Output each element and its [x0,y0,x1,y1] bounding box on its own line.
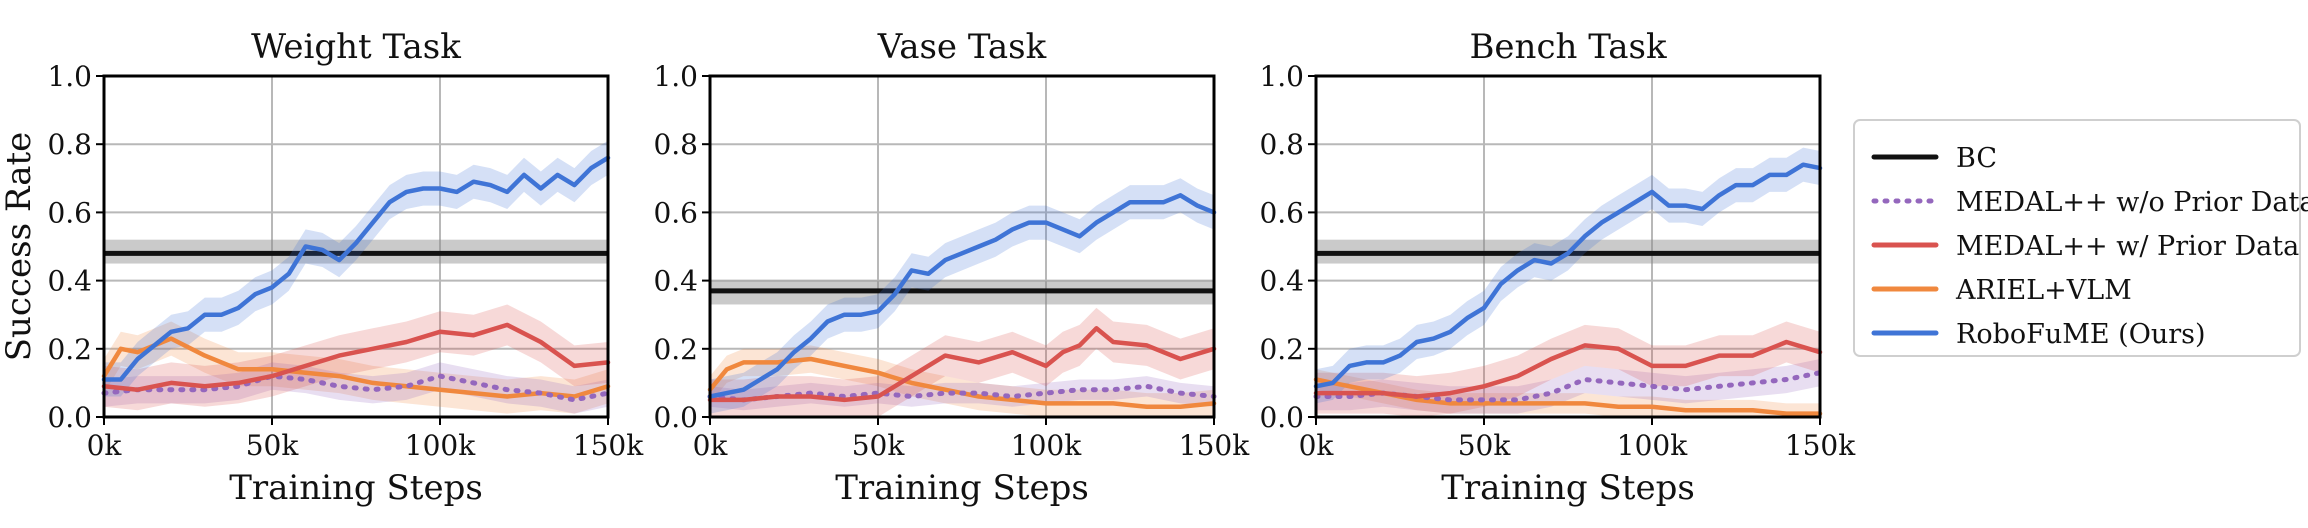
y-tick-label: 0.4 [47,265,92,298]
x-axis-label: Training Steps [1441,468,1695,508]
legend-item-medal-w-prior-data: MEDAL++ w/ Prior Data [1871,231,2299,262]
x-tick-label: 0k [693,429,729,462]
axes-frame [1314,74,1822,419]
y-tick-label: 0.4 [653,265,698,298]
x-tick-label: 0k [1299,429,1335,462]
legend: BC MEDAL++ w/o Prior Data MEDAL++ w/ Prior… [1853,119,2308,357]
y-tick-label: 0.8 [1259,128,1304,161]
x-axis-label: Training Steps [835,468,1089,508]
chart-bench-task: 0.0 0.2 0.4 0.6 0.8 1.0 0k 50k 100k 150k Bench Tas… [1259,27,1856,508]
series-band-robofume-ours [104,140,608,397]
y-tick-label: 1.0 [653,60,698,93]
axes-frame [102,74,610,419]
series-line-ariel-vlm [1313,377,1823,416]
y-tick-label: 0.6 [653,196,698,229]
y-tick-label: 0.0 [1259,401,1304,434]
x-tick-label: 50k [246,429,300,462]
series-line-medal-w-o-prior-data [1313,370,1823,403]
x-tick-label: 150k [1785,429,1856,462]
chart-title: Bench Task [1469,27,1667,67]
series-band-robofume-ours [710,178,1214,414]
y-tick-label: 0.2 [47,333,92,366]
x-tick-label: 50k [852,429,906,462]
x-tick-label: 100k [1617,429,1688,462]
y-tick-label: 0.2 [1259,333,1304,366]
series-line-robofume-ours [101,155,611,382]
x-tick-label: 0k [87,429,123,462]
series-line-medal-w-prior-data [707,326,1217,403]
y-tick-label: 0.8 [653,128,698,161]
series-line-robofume-ours [1313,162,1823,389]
chart-panels: 0.0 0.2 0.4 0.6 0.8 1.0 0k 50k 100k 150k Weight Ta… [0,27,1856,508]
y-tick-label: 0.6 [47,196,92,229]
legend-item-medal-w-o-prior-data: MEDAL++ w/o Prior Data [1871,187,2308,218]
chart-vase-task: 0.0 0.2 0.4 0.6 0.8 1.0 0k 50k 100k 150k Vase Task… [653,27,1250,508]
legend-item-bc: BC [1871,143,1997,174]
chart-weight-task: 0.0 0.2 0.4 0.6 0.8 1.0 0k 50k 100k 150k Weight Ta… [0,27,644,508]
plot-area [1316,76,1820,417]
x-tick-label: 150k [573,429,644,462]
plot-area [104,76,608,417]
chart-title: Weight Task [251,27,461,67]
y-tick-label: 0.8 [47,128,92,161]
x-tick-label: 50k [1458,429,1512,462]
series-line-medal-w-o-prior-data [101,373,611,403]
x-axis-label: Training Steps [229,468,483,508]
series-line-medal-w-o-prior-data [707,383,1217,403]
series-line-medal-w-prior-data [1313,339,1823,399]
series-band-ariel-vlm [104,321,608,414]
legend-label: ARIEL+VLM [1955,275,2132,306]
y-tick-label: 0.6 [1259,196,1304,229]
legend-label: BC [1956,143,1997,174]
legend-item-robofume-ours: RoboFuME (Ours) [1871,319,2206,350]
x-tick-label: 100k [1011,429,1082,462]
y-axis-label: Success Rate [0,132,39,362]
series-line-medal-w-prior-data [101,322,611,392]
x-tick-label: 150k [1179,429,1250,462]
y-tick-label: 1.0 [47,60,92,93]
legend-box [1853,119,2301,357]
y-tick-label: 0.4 [1259,265,1304,298]
legend-label: MEDAL++ w/o Prior Data [1956,187,2308,218]
y-tick-label: 0.0 [653,401,698,434]
x-tick-label: 100k [405,429,476,462]
legend-label: RoboFuME (Ours) [1956,319,2206,350]
y-tick-label: 0.0 [47,401,92,434]
series-line-ariel-vlm [707,356,1217,410]
series-band-ariel-vlm [1316,369,1820,417]
legend-item-ariel-vlm: ARIEL+VLM [1871,275,2132,306]
series-line-robofume-ours [707,193,1217,399]
series-band-robofume-ours [1316,147,1820,404]
y-tick-label: 0.2 [653,333,698,366]
y-tick-label: 1.0 [1259,60,1304,93]
legend-label: MEDAL++ w/ Prior Data [1956,231,2299,262]
chart-title: Vase Task [877,27,1047,67]
axes-frame [708,74,1216,419]
